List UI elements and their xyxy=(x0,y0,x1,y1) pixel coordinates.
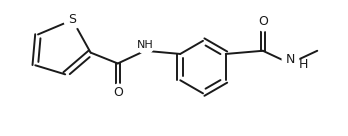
Text: S: S xyxy=(69,13,77,26)
Text: O: O xyxy=(258,15,268,28)
Text: O: O xyxy=(113,86,123,99)
Text: H: H xyxy=(299,58,308,71)
Text: N: N xyxy=(285,53,295,66)
Text: NH: NH xyxy=(137,40,153,50)
